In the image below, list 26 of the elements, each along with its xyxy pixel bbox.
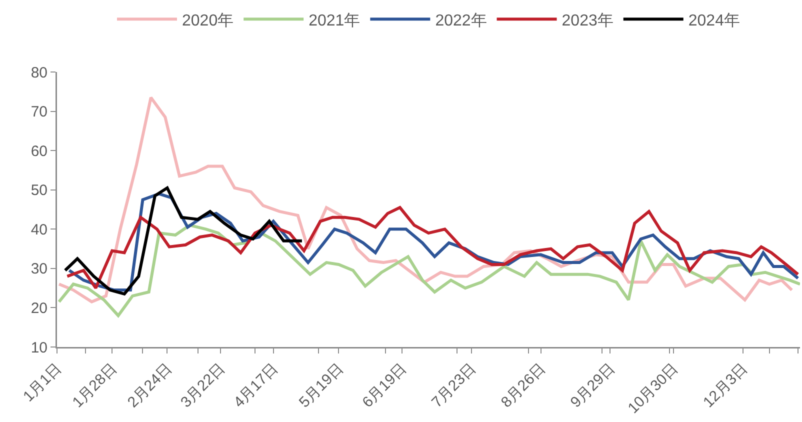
legend-label: 2023年 [562, 12, 614, 30]
x-tick-label: 7月23日 [428, 360, 480, 412]
legend-label: 2021年 [308, 12, 360, 30]
y-tick-label: 60 [30, 142, 48, 160]
y-tick-label: 40 [30, 221, 48, 238]
line-series [64, 186, 304, 296]
x-tick-label: 12月3日 [700, 360, 751, 412]
x-tick-label: 1月1日 [20, 360, 66, 406]
y-tick-label: 10 [30, 339, 48, 356]
y-tick-label: 50 [30, 182, 48, 200]
x-tick-label: 6月19日 [359, 360, 410, 412]
x-tick-label: 8月26日 [498, 360, 549, 412]
legend-label: 2020年 [182, 12, 234, 30]
x-tick-label: 3月22日 [178, 360, 228, 412]
x-tick-label: 5月19日 [296, 360, 347, 412]
x-tick-label: 4月17日 [230, 360, 282, 412]
x-tick-label: 1月28日 [69, 360, 120, 412]
y-tick-label: 80 [30, 64, 48, 82]
x-tick-label: 2月24日 [124, 360, 176, 412]
legend-label: 2022年 [435, 12, 487, 30]
x-tick-label: 9月29日 [567, 360, 618, 412]
x-tick-label: 10月30日 [624, 360, 682, 417]
y-tick-label: 30 [30, 260, 48, 278]
y-tick-label: 70 [30, 104, 48, 121]
legend-label: 2024年 [688, 12, 740, 30]
y-tick-label: 20 [30, 300, 48, 317]
